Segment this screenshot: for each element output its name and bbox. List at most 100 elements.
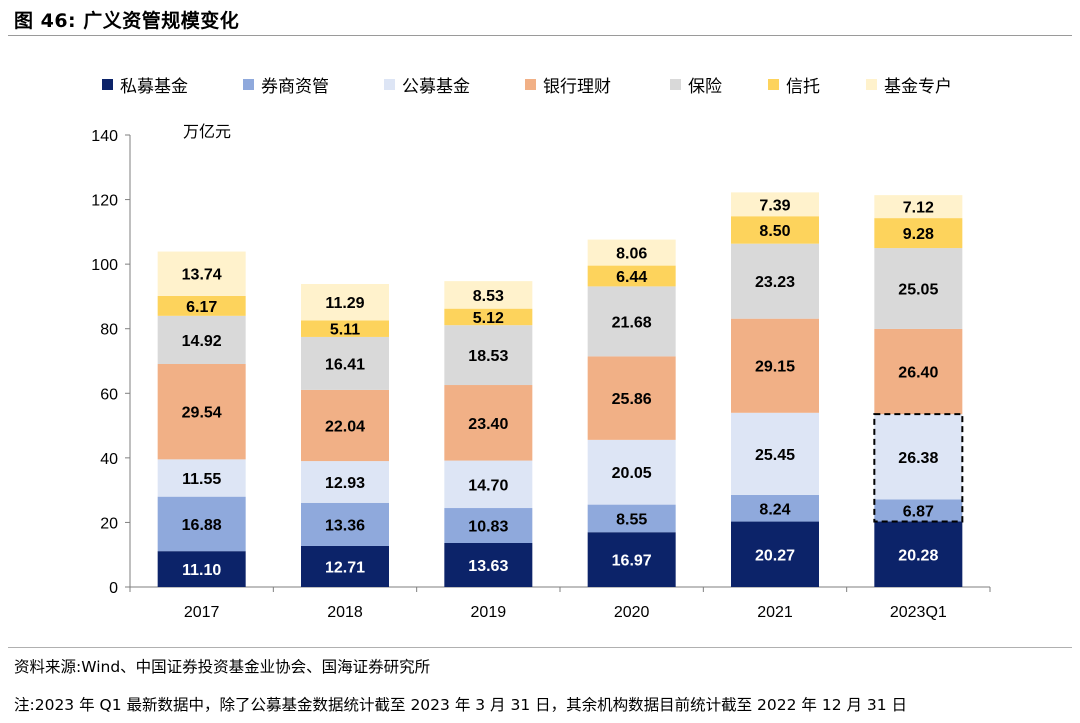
bar-segment [301, 545, 389, 587]
data-label: 9.28 [903, 226, 934, 243]
legend-label: 基金专户 [884, 77, 952, 97]
bar-segment [157, 551, 246, 587]
data-label: 11.29 [325, 295, 364, 312]
x-tick-label: 2023Q1 [890, 604, 947, 621]
data-label: 18.53 [468, 348, 508, 365]
bar-segment [731, 243, 819, 319]
data-label: 6.44 [616, 269, 647, 286]
bar-segment [587, 356, 676, 440]
bar-segment [731, 318, 819, 413]
data-label: 14.92 [182, 333, 222, 350]
data-label: 8.50 [759, 223, 790, 240]
bar-segment [301, 320, 389, 337]
bar-segment [874, 195, 963, 219]
stacked-bar-chart: 0 20 40 60 80 100 120 140 万亿元 11.10 16.88 11.55 29.5… [91, 77, 991, 621]
bar-segment [157, 315, 246, 365]
data-label: 5.11 [330, 322, 360, 339]
y-unit-label: 万亿元 [183, 123, 231, 141]
y-tick-label: 140 [91, 128, 118, 145]
bar-segment [587, 286, 676, 357]
data-label: 13.74 [182, 267, 222, 284]
data-label: 16.41 [325, 356, 365, 373]
data-label: 29.54 [182, 405, 222, 422]
y-tick-label: 80 [100, 322, 118, 339]
bar-segment [444, 460, 533, 509]
data-label: 8.53 [473, 288, 504, 305]
y-tick-label: 0 [109, 580, 118, 597]
data-label: 7.12 [903, 200, 934, 217]
legend-label: 保险 [688, 77, 722, 97]
data-label: 23.23 [755, 274, 795, 291]
bar-segment [444, 308, 533, 326]
footnote: 注:2023 年 Q1 最新数据中，除了公募基金数据统计截至 2023 年 3 … [14, 696, 908, 714]
data-label: 26.40 [898, 365, 938, 382]
bar-segment [587, 532, 676, 587]
legend-swatch [243, 79, 254, 90]
x-tick-label: 2018 [327, 604, 363, 621]
legend-swatch [768, 79, 779, 90]
data-label: 20.05 [612, 465, 652, 482]
bar-segment [444, 385, 533, 461]
y-tick-label: 120 [91, 193, 118, 210]
data-label: 13.63 [468, 558, 508, 575]
data-label: 22.04 [325, 419, 365, 436]
bar-segment [157, 364, 246, 460]
data-label: 26.38 [898, 450, 938, 467]
bar-segment [444, 542, 533, 587]
data-label: 6.87 [903, 503, 934, 520]
legend-label: 公募基金 [402, 77, 470, 97]
legend-label: 券商资管 [261, 77, 329, 97]
bar-segment [157, 496, 246, 552]
bar-segment [587, 265, 676, 287]
legend-swatch [384, 79, 395, 90]
x-tick-label: 2020 [614, 604, 650, 621]
bar-segment [731, 216, 819, 244]
x-tick-label: 2019 [471, 604, 507, 621]
figure-title: 图 46: 广义资管规模变化 [14, 10, 240, 32]
source-divider [8, 647, 1072, 648]
bar-segment [874, 328, 963, 415]
bar-segment [301, 461, 389, 503]
y-tick-label: 20 [100, 515, 118, 532]
data-label: 12.71 [325, 559, 365, 576]
y-tick-label: 40 [100, 451, 118, 468]
bar-segment [157, 295, 246, 316]
bar-segment [587, 239, 676, 266]
bar-segment [874, 248, 963, 329]
bar-segment [874, 218, 963, 249]
data-label: 11.10 [182, 562, 221, 579]
data-label: 5.12 [473, 310, 504, 327]
highlight-box [873, 413, 964, 523]
data-label: 8.24 [759, 501, 790, 518]
data-label: 16.88 [182, 517, 222, 534]
bar-segment [731, 521, 819, 587]
data-label: 25.86 [612, 391, 652, 408]
bar-segment [301, 283, 389, 321]
legend-swatch [670, 79, 681, 90]
bar-segment [874, 414, 963, 500]
legend-label: 银行理财 [543, 77, 611, 97]
bar-segment [301, 336, 389, 390]
data-label: 29.15 [755, 359, 795, 376]
data-label: 25.45 [755, 447, 795, 464]
x-tick-label: 2017 [184, 604, 220, 621]
legend-swatch [866, 79, 877, 90]
bar-segment [444, 508, 533, 543]
y-tick-label: 60 [100, 386, 118, 403]
data-label: 10.83 [468, 519, 508, 536]
data-label: 11.55 [182, 471, 221, 488]
bar-segment [731, 192, 819, 217]
data-label: 12.93 [325, 475, 365, 492]
bar-segment [157, 251, 246, 296]
data-label: 20.28 [898, 547, 938, 564]
source-note: 资料来源:Wind、中国证券投资基金业协会、国海证券研究所 [14, 658, 431, 676]
data-label: 14.70 [468, 477, 508, 494]
bar-segment [587, 504, 676, 533]
y-tick-label: 100 [91, 257, 118, 274]
bar-segment [301, 502, 389, 546]
data-label: 8.06 [616, 246, 647, 263]
bar-segment [874, 521, 963, 587]
bar-segment [444, 325, 533, 386]
data-label: 6.17 [186, 299, 217, 316]
title-divider [8, 35, 1072, 36]
